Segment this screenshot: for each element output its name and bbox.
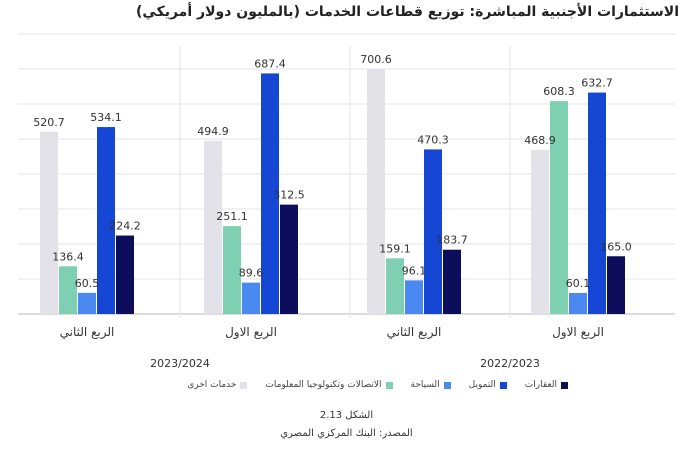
bar	[204, 140, 222, 314]
bar	[223, 226, 241, 314]
legend-swatch	[240, 381, 248, 389]
year-label: 2023/2024	[150, 357, 210, 370]
bar	[367, 68, 385, 314]
bar	[242, 282, 260, 314]
data-label: 165.0	[600, 240, 632, 253]
legend-swatch	[385, 381, 393, 389]
category-labels: الربع الثاني الربع الاول الربع الثاني الربع…	[60, 325, 604, 340]
data-label: 470.3	[417, 133, 449, 146]
data-label: 159.1	[379, 242, 411, 255]
data-label: 700.6	[360, 53, 392, 66]
figure-number: الشكل 2.13	[319, 410, 374, 421]
bar	[550, 101, 568, 314]
data-label: 468.9	[524, 134, 556, 147]
bar	[405, 280, 423, 314]
bar	[116, 235, 134, 314]
data-label: 520.7	[33, 116, 65, 129]
data-label: 60.1	[566, 277, 591, 290]
data-label: 224.2	[109, 220, 141, 233]
data-label: 89.6	[239, 267, 264, 280]
data-label: 60.5	[75, 277, 100, 290]
bar	[97, 127, 115, 314]
legend-item: العقارات	[525, 380, 568, 390]
data-label: 251.1	[216, 210, 248, 223]
year-labels: 2023/2024 2022/2023	[150, 357, 540, 370]
legend-swatch	[443, 381, 451, 389]
bar	[261, 73, 279, 314]
data-label: 136.4	[52, 250, 84, 263]
legend-item: الاتصالات وتكنولوجيا المعلومات	[265, 380, 393, 390]
bar	[569, 292, 587, 314]
chart-svg: 520.7 136.4 60.5 534.1 224.2 494.9 251.1 89.6 68…	[18, 33, 675, 370]
bar	[588, 92, 606, 315]
bars	[40, 68, 625, 315]
bar	[607, 256, 625, 314]
legend-item: السياحة	[411, 380, 451, 390]
legend-label: الاتصالات وتكنولوجيا المعلومات	[265, 380, 382, 390]
bar	[531, 149, 549, 314]
data-label: 96.1	[402, 264, 427, 277]
year-label: 2022/2023	[480, 357, 540, 370]
legend-item: التمويل	[469, 380, 507, 390]
bar	[386, 258, 404, 314]
data-label: 534.1	[90, 111, 122, 124]
legend-swatch	[561, 381, 568, 389]
bar	[59, 266, 77, 314]
bar	[280, 204, 298, 314]
source-note: المصدر: البنك المركزي المصري	[280, 428, 413, 439]
legend-label: خدمات اخرى	[187, 380, 237, 390]
category-label: الربع الثاني	[387, 325, 442, 340]
data-label: 494.9	[197, 125, 229, 138]
data-label: 312.5	[273, 189, 305, 202]
bar	[424, 149, 442, 314]
legend-label: السياحة	[410, 380, 440, 390]
chart-title: الاستثمارات الأجنبية المباشرة: توزيع قطا…	[136, 4, 679, 20]
bar	[40, 131, 58, 314]
data-label: 183.7	[436, 234, 468, 247]
legend-label: التمويل	[468, 380, 496, 390]
category-label: الربع الثاني	[60, 325, 115, 340]
category-label: الربع الاول	[225, 325, 277, 340]
legend-item: خدمات اخرى	[187, 380, 248, 390]
legend-swatch	[499, 381, 507, 389]
value-labels: 520.7 136.4 60.5 534.1 224.2 494.9 251.1 89.6 68…	[33, 53, 632, 290]
bar	[443, 249, 461, 314]
data-label: 632.7	[581, 77, 613, 90]
legend-label: العقارات	[524, 380, 557, 390]
data-label: 687.4	[254, 57, 286, 70]
data-label: 608.3	[543, 85, 575, 98]
category-label: الربع الاول	[552, 325, 604, 340]
bar	[78, 292, 96, 314]
legend: العقارات التمويل السياحة الاتصالات وتكنولوج…	[128, 380, 568, 390]
